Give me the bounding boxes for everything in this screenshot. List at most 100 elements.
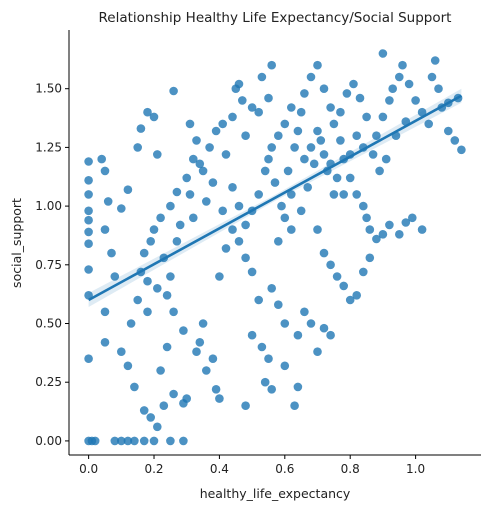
data-point <box>195 159 205 169</box>
data-point <box>372 131 381 140</box>
regression-line <box>87 94 463 302</box>
data-point <box>287 225 296 234</box>
data-point <box>169 86 178 96</box>
data-point <box>110 272 120 281</box>
data-point <box>162 291 172 300</box>
data-point <box>395 230 404 239</box>
data-point <box>84 227 93 237</box>
data-point <box>336 107 345 117</box>
data-point <box>185 119 195 129</box>
data-point <box>267 143 277 152</box>
data-point <box>378 112 388 122</box>
data-point <box>267 385 277 394</box>
data-point <box>332 272 342 281</box>
data-point <box>84 190 93 199</box>
data-point <box>247 267 257 277</box>
data-point <box>267 60 277 70</box>
data-point <box>257 342 267 352</box>
data-point <box>221 150 231 159</box>
data-point <box>280 119 290 129</box>
data-point <box>185 190 195 199</box>
data-point <box>408 213 417 223</box>
data-point <box>130 382 139 392</box>
data-point <box>133 143 142 152</box>
x-tick-label: 0.6 <box>275 462 294 476</box>
data-point <box>345 173 355 183</box>
data-point <box>388 84 398 93</box>
data-point <box>238 96 247 105</box>
data-point <box>254 107 263 117</box>
data-point <box>241 253 250 263</box>
data-point <box>179 436 188 446</box>
data-point <box>309 159 319 169</box>
data-point <box>143 276 152 286</box>
data-point <box>417 225 427 234</box>
data-point <box>143 307 152 317</box>
data-point <box>202 197 211 206</box>
data-point <box>153 422 162 432</box>
y-tick-label: 1.00 <box>35 199 62 213</box>
data-point <box>283 166 293 176</box>
data-point <box>306 72 316 82</box>
x-axis-label: healthy_life_expectancy <box>200 486 351 501</box>
data-point <box>182 173 191 183</box>
data-point <box>362 213 371 223</box>
data-point <box>300 89 309 98</box>
data-point <box>303 183 313 192</box>
data-point <box>319 323 329 333</box>
data-point <box>179 326 188 335</box>
data-point <box>359 201 368 211</box>
data-point <box>355 93 365 103</box>
data-point <box>100 338 110 347</box>
data-point <box>352 190 362 199</box>
data-point <box>136 124 146 133</box>
data-point <box>211 126 221 136</box>
data-point <box>264 354 273 364</box>
x-tick-label: 0.2 <box>144 462 163 476</box>
data-point <box>97 154 106 164</box>
data-point <box>277 201 286 211</box>
data-point <box>84 215 93 225</box>
data-point <box>385 220 394 230</box>
data-point <box>326 103 335 112</box>
data-point <box>339 281 349 291</box>
data-point <box>84 176 93 185</box>
data-point <box>218 119 227 129</box>
data-point <box>378 230 388 239</box>
data-point <box>274 131 283 140</box>
data-point <box>257 72 267 82</box>
data-point <box>110 436 120 446</box>
data-point <box>146 237 155 246</box>
data-point <box>192 347 201 357</box>
data-point <box>378 49 388 58</box>
data-point <box>300 154 309 164</box>
data-point <box>228 225 237 234</box>
data-point <box>159 401 169 411</box>
data-point <box>293 382 303 392</box>
data-point <box>352 291 362 300</box>
data-point <box>270 178 280 187</box>
data-point <box>153 284 162 293</box>
y-tick-label: 0.00 <box>35 434 62 448</box>
data-point <box>175 220 185 230</box>
data-point <box>247 103 257 112</box>
data-point <box>450 136 460 145</box>
data-point <box>198 319 208 328</box>
data-point <box>126 319 136 328</box>
data-point <box>417 107 427 117</box>
data-point <box>290 143 299 152</box>
data-point <box>117 347 126 357</box>
data-point <box>365 253 375 263</box>
regression-layer <box>87 88 463 308</box>
y-tick-label: 1.50 <box>35 82 62 96</box>
data-point <box>215 394 224 403</box>
y-axis-label: social_support <box>9 198 24 288</box>
data-point <box>306 143 316 152</box>
data-point <box>274 300 283 310</box>
data-point <box>287 190 296 199</box>
data-point <box>264 154 273 164</box>
data-point <box>300 307 309 317</box>
data-point <box>313 225 322 234</box>
data-point <box>313 347 322 357</box>
